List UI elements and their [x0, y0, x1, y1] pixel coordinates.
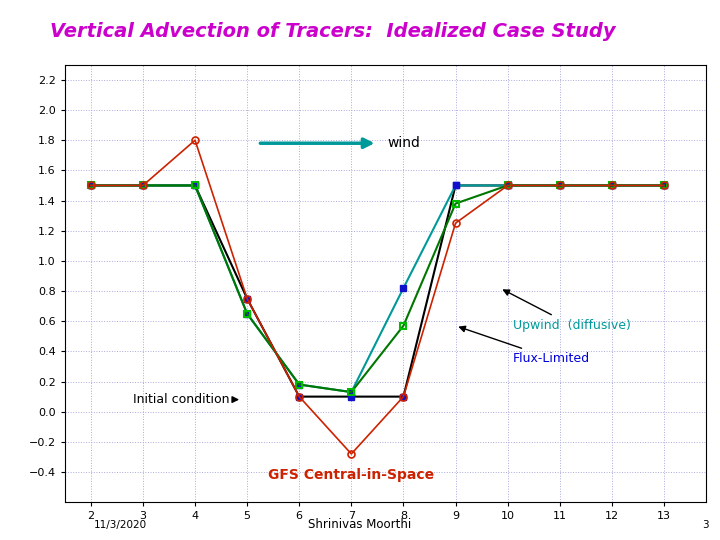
Text: 3: 3 — [703, 520, 709, 530]
Text: wind: wind — [388, 136, 420, 150]
Text: Flux-Limited: Flux-Limited — [459, 326, 590, 365]
Text: Vertical Advection of Tracers:  Idealized Case Study: Vertical Advection of Tracers: Idealized… — [50, 22, 616, 40]
Text: Initial condition: Initial condition — [132, 393, 238, 406]
Text: 11/3/2020: 11/3/2020 — [94, 520, 147, 530]
Text: GFS Central-in-Space: GFS Central-in-Space — [269, 468, 434, 482]
Text: Shrinivas Moorthi: Shrinivas Moorthi — [308, 518, 412, 531]
Text: Upwind  (diffusive): Upwind (diffusive) — [504, 290, 631, 332]
